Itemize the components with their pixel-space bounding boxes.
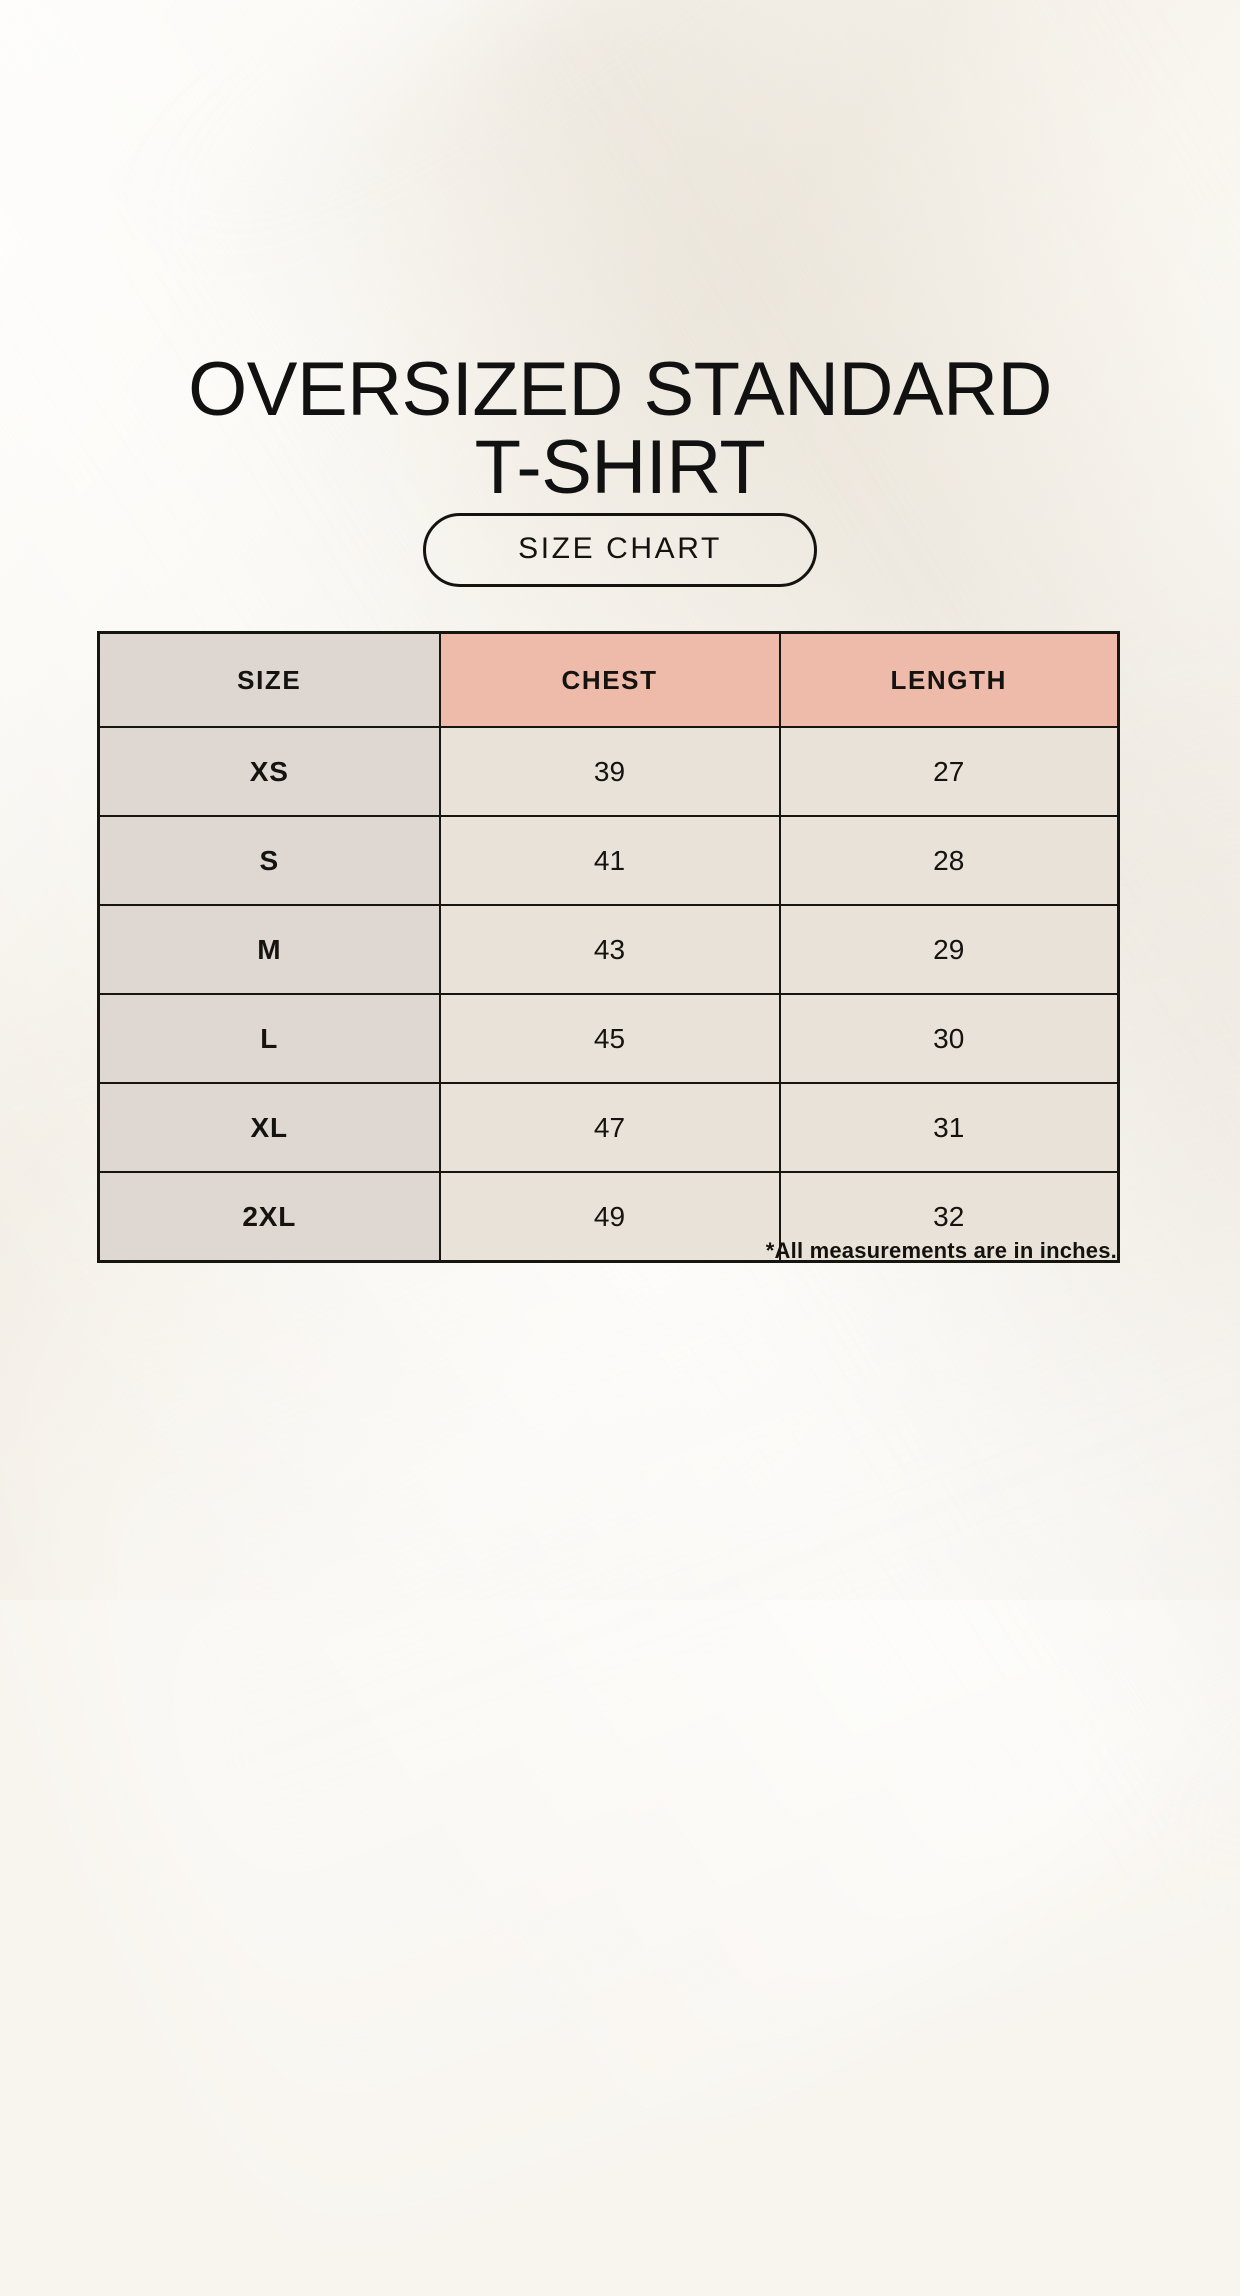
size-table-container: SIZE CHEST LENGTH XS 39 27 S 41 28 M 43 29 L 45 30 X… xyxy=(97,631,1120,1263)
size-table: SIZE CHEST LENGTH XS 39 27 S 41 28 M 43 29 L 45 30 X… xyxy=(97,631,1120,1263)
table-body: XS 39 27 S 41 28 M 43 29 L 45 30 XL 47 31 2XL 49 32 xyxy=(97,726,1120,1263)
cell-length: 27 xyxy=(778,726,1120,817)
badge-container: SIZE CHART xyxy=(0,513,1240,587)
table-row: M 43 29 xyxy=(97,904,1120,995)
cell-chest: 39 xyxy=(438,726,781,817)
cell-size: XS xyxy=(97,726,441,817)
table-row: S 41 28 xyxy=(97,815,1120,906)
column-header-chest: CHEST xyxy=(438,631,781,728)
table-row: L 45 30 xyxy=(97,993,1120,1084)
page-title: OVERSIZED STANDARD T-SHIRT xyxy=(188,346,1052,511)
table-row: XS 39 27 xyxy=(97,726,1120,817)
size-chart-card: OVERSIZED STANDARD T-SHIRT SIZE CHART SI… xyxy=(0,346,1240,1263)
cell-length: 31 xyxy=(778,1082,1120,1173)
cell-chest: 41 xyxy=(438,815,781,906)
size-chart-badge: SIZE CHART xyxy=(423,513,817,587)
cell-size: XL xyxy=(97,1082,441,1173)
column-header-length: LENGTH xyxy=(778,631,1120,728)
table-row: XL 47 31 xyxy=(97,1082,1120,1173)
cell-length: 29 xyxy=(778,904,1120,995)
cell-length: 30 xyxy=(778,993,1120,1084)
cell-chest: 45 xyxy=(438,993,781,1084)
cell-size: M xyxy=(97,904,441,995)
measurement-footnote: *All measurements are in inches. xyxy=(765,1238,1117,1263)
table-header: SIZE CHEST LENGTH xyxy=(97,631,1120,728)
cell-chest: 43 xyxy=(438,904,781,995)
column-header-size: SIZE xyxy=(97,631,441,728)
cell-size: S xyxy=(97,815,441,906)
cell-size: L xyxy=(97,993,441,1084)
cell-chest: 47 xyxy=(438,1082,781,1173)
table-header-row: SIZE CHEST LENGTH xyxy=(97,631,1120,728)
cell-length: 28 xyxy=(778,815,1120,906)
